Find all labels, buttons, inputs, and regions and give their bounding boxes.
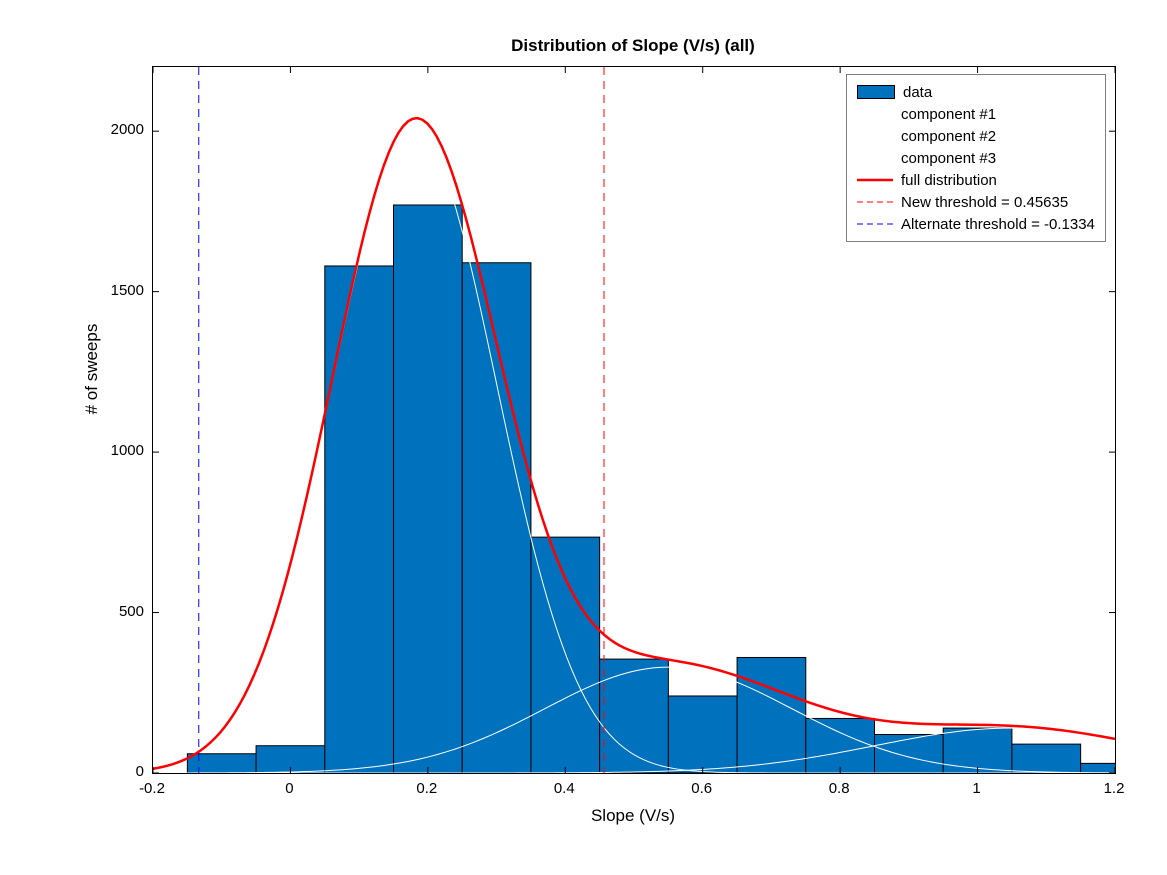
legend-label: component #3 bbox=[901, 150, 996, 167]
legend-entry: data bbox=[857, 81, 1095, 103]
histogram-bar bbox=[531, 537, 600, 773]
legend-entry: component #3 bbox=[857, 147, 1095, 169]
histogram-bar bbox=[600, 659, 669, 773]
legend-label: component #1 bbox=[901, 106, 996, 123]
x-tick-label: 0.8 bbox=[814, 780, 864, 797]
histogram-bar bbox=[187, 754, 256, 773]
histogram-bar bbox=[1081, 763, 1115, 773]
histogram-bar bbox=[668, 696, 737, 773]
x-tick-label: 0.2 bbox=[402, 780, 452, 797]
y-tick-label: 1000 bbox=[92, 442, 144, 459]
x-tick-label: 1 bbox=[952, 780, 1002, 797]
y-tick-label: 1500 bbox=[92, 282, 144, 299]
legend-entry: full distribution bbox=[857, 169, 1095, 191]
x-tick-label: 0.4 bbox=[539, 780, 589, 797]
chart-title: Distribution of Slope (V/s) (all) bbox=[152, 36, 1114, 56]
histogram-bar bbox=[875, 734, 944, 773]
legend-label: full distribution bbox=[901, 172, 997, 189]
legend-label: Alternate threshold = -0.1334 bbox=[901, 216, 1095, 233]
legend-entry: component #1 bbox=[857, 103, 1095, 125]
legend-swatch bbox=[857, 173, 893, 187]
histogram-bar bbox=[325, 266, 394, 773]
figure: Distribution of Slope (V/s) (all) Slope … bbox=[0, 0, 1167, 875]
legend: data component #1 component #2 component #3… bbox=[846, 74, 1106, 242]
x-axis-label: Slope (V/s) bbox=[152, 806, 1114, 826]
legend-swatch bbox=[857, 151, 893, 165]
histogram-bar bbox=[806, 718, 875, 773]
histogram-bar bbox=[1012, 744, 1081, 773]
legend-label: component #2 bbox=[901, 128, 996, 145]
legend-swatch bbox=[857, 195, 893, 209]
legend-swatch bbox=[857, 85, 895, 99]
y-tick-label: 2000 bbox=[92, 121, 144, 138]
x-tick-label: 0 bbox=[264, 780, 314, 797]
histogram-bar bbox=[737, 657, 806, 773]
legend-swatch bbox=[857, 129, 893, 143]
histogram-bar bbox=[394, 205, 463, 773]
legend-swatch bbox=[857, 107, 893, 121]
legend-entry: Alternate threshold = -0.1334 bbox=[857, 213, 1095, 235]
histogram-bar bbox=[943, 728, 1012, 773]
legend-label: New threshold = 0.45635 bbox=[901, 194, 1068, 211]
x-tick-label: -0.2 bbox=[127, 780, 177, 797]
legend-entry: component #2 bbox=[857, 125, 1095, 147]
legend-entry: New threshold = 0.45635 bbox=[857, 191, 1095, 213]
y-axis-label: # of sweeps bbox=[82, 269, 102, 469]
legend-label: data bbox=[903, 84, 932, 101]
y-tick-label: 500 bbox=[92, 603, 144, 620]
y-tick-label: 0 bbox=[92, 763, 144, 780]
legend-swatch bbox=[857, 217, 893, 231]
x-tick-label: 1.2 bbox=[1089, 780, 1139, 797]
x-tick-label: 0.6 bbox=[677, 780, 727, 797]
